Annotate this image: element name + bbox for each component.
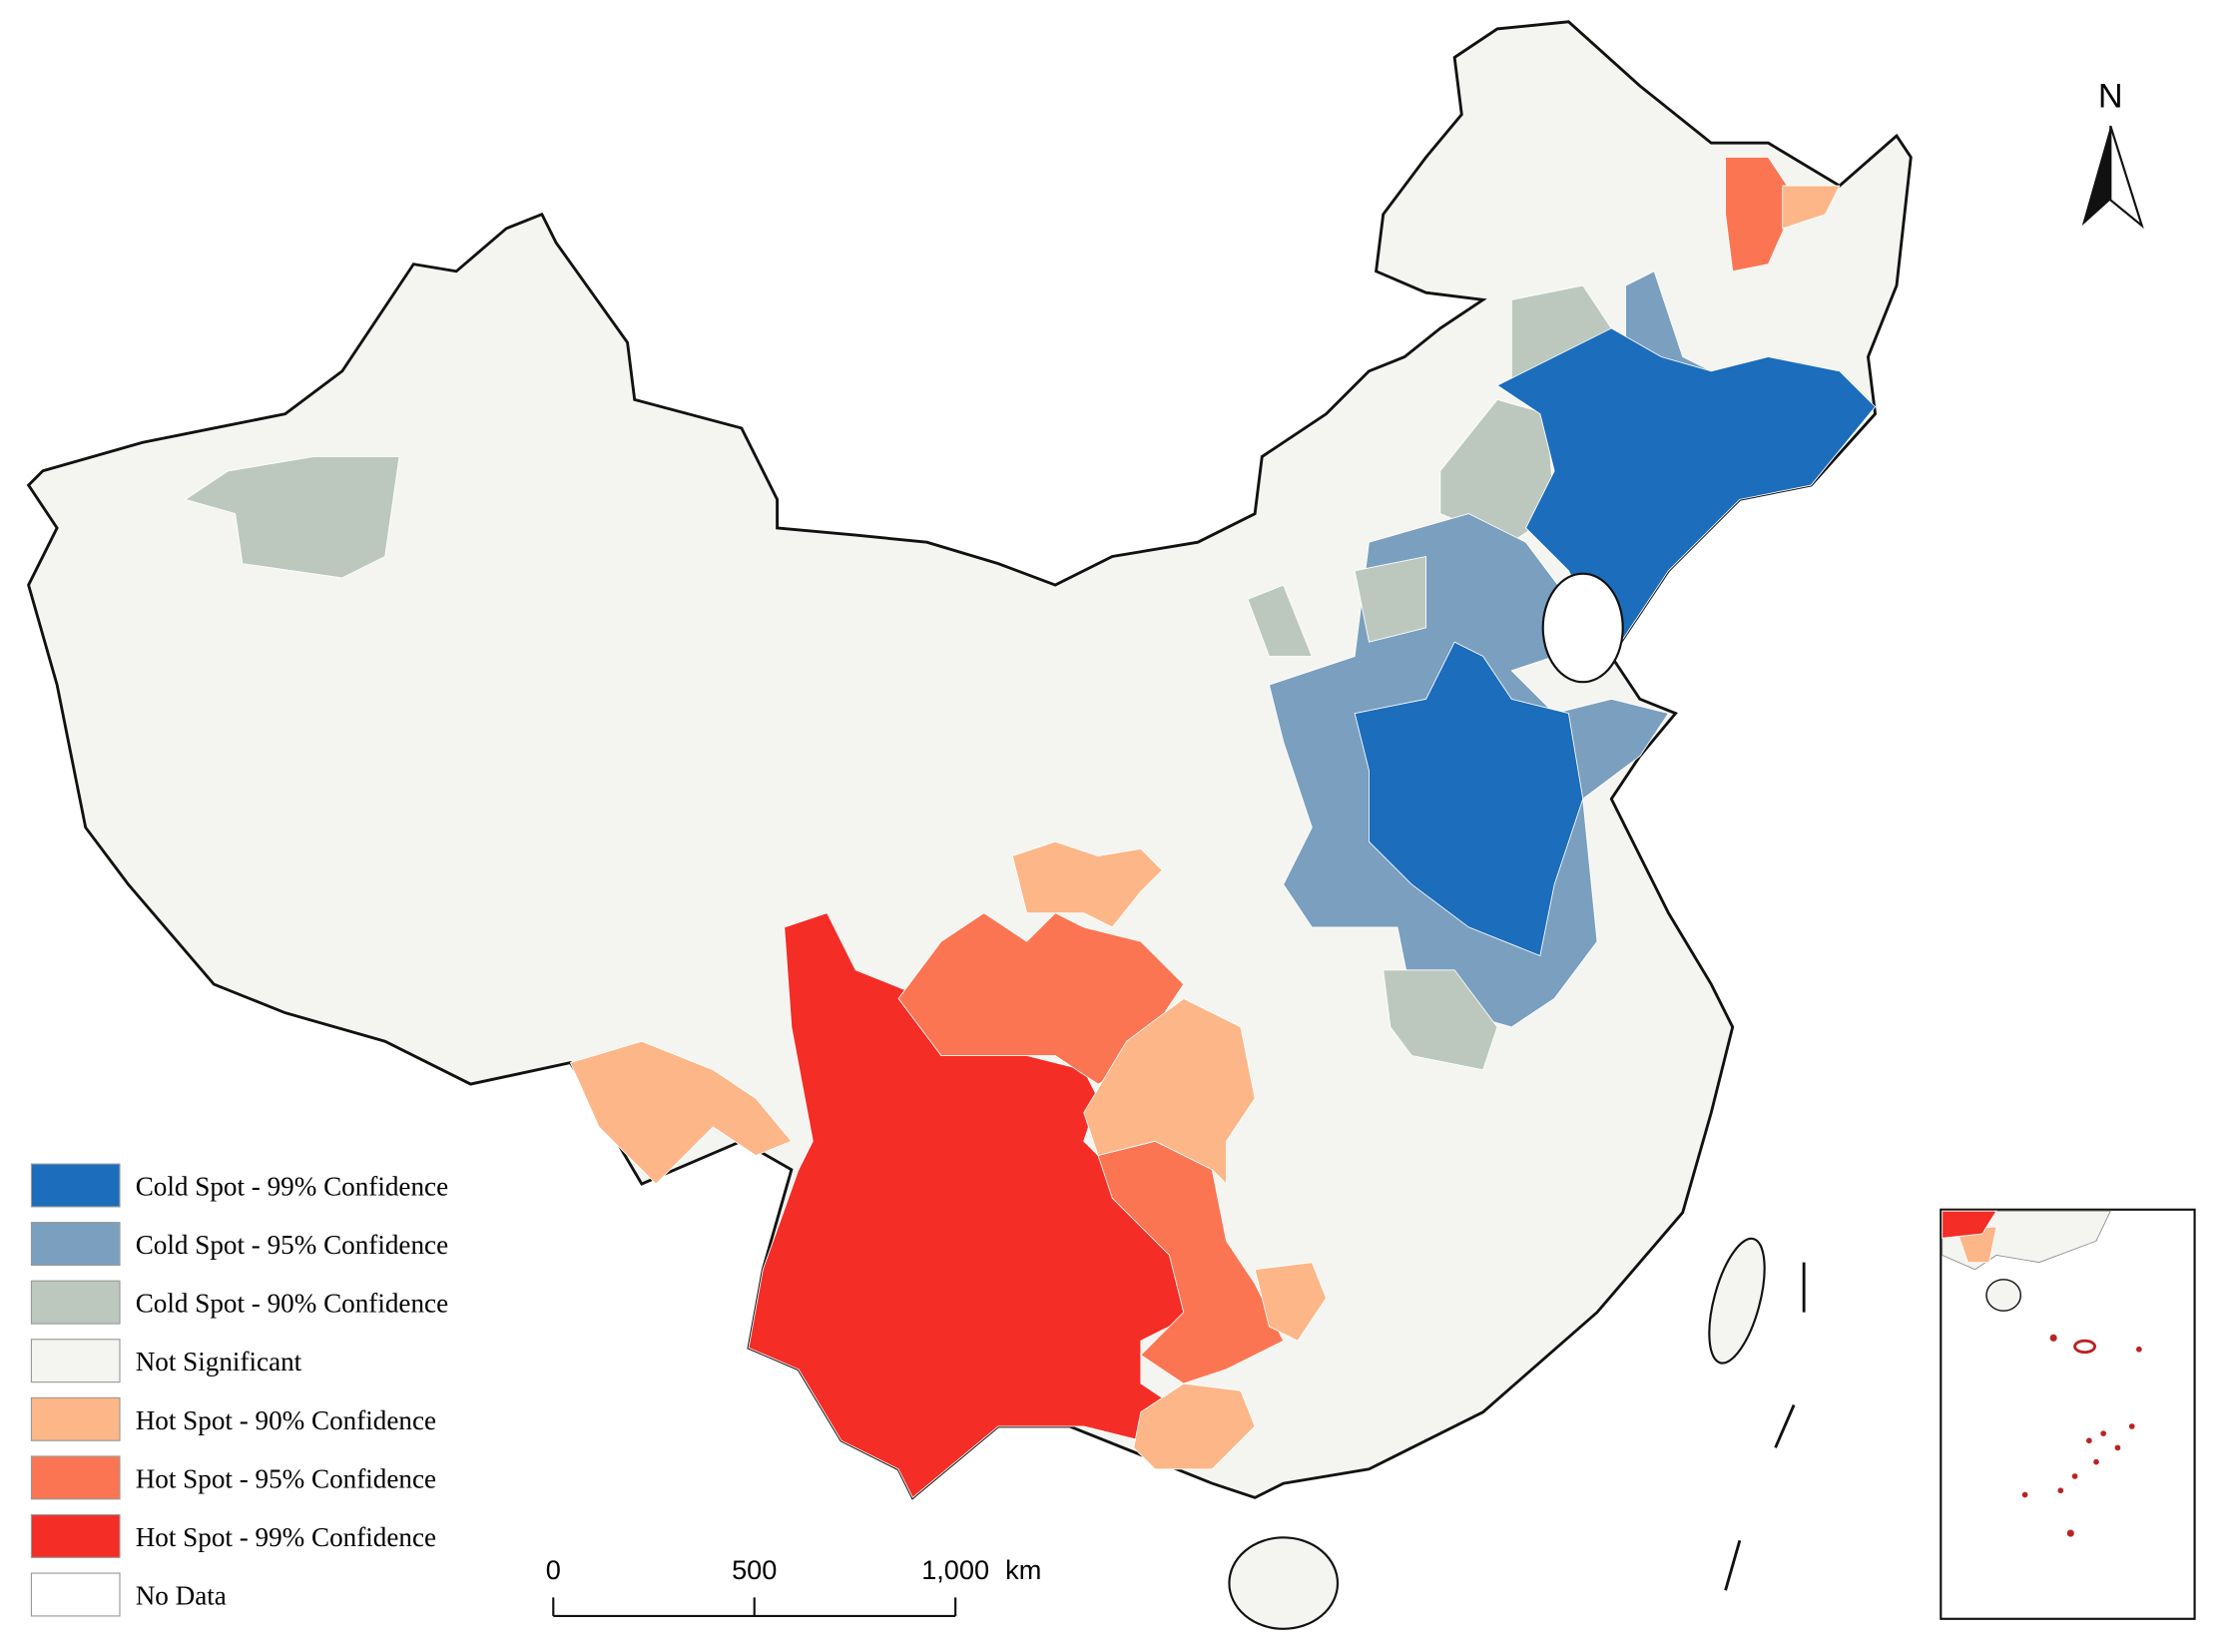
region	[1083, 997, 1256, 1186]
region	[1247, 584, 1313, 657]
region	[569, 1040, 793, 1185]
north-label: N	[2098, 78, 2123, 116]
scale-label: 0	[546, 1554, 561, 1585]
scale-label: 1,000	[921, 1554, 989, 1585]
sea	[1541, 572, 1624, 684]
legend-swatch	[30, 1163, 121, 1208]
region	[897, 912, 1185, 1085]
inset-land	[1942, 1210, 1997, 1239]
scale-label: 500	[732, 1554, 777, 1585]
region	[1383, 969, 1498, 1071]
legend-label: Hot Spot - 95% Confidence	[136, 1463, 436, 1493]
north-arrow: N	[2081, 78, 2144, 230]
island	[1708, 1237, 1766, 1365]
boundary	[1724, 1262, 1806, 1591]
region	[1254, 1262, 1328, 1342]
legend-label: Hot Spot - 90% Confidence	[136, 1405, 436, 1435]
legend-swatch	[30, 1280, 121, 1325]
inset-island	[1985, 1279, 2021, 1312]
region	[1725, 157, 1798, 273]
scale-unit: km	[1005, 1554, 1041, 1585]
legend-swatch	[30, 1513, 121, 1558]
region	[1011, 840, 1163, 928]
legend-label: No Data	[136, 1581, 227, 1611]
legend-label: Cold Spot - 99% Confidence	[136, 1172, 448, 1202]
country	[26, 20, 1913, 1500]
legend-swatch	[30, 1572, 121, 1617]
region	[1354, 641, 1584, 957]
legend-swatch	[30, 1222, 121, 1267]
legend-label: Hot Spot - 99% Confidence	[136, 1522, 436, 1552]
island	[1228, 1536, 1340, 1630]
legend-swatch	[30, 1396, 121, 1441]
region	[1782, 185, 1841, 230]
legend-label: Cold Spot - 95% Confidence	[136, 1230, 448, 1260]
legend-swatch	[30, 1455, 121, 1500]
region	[1354, 555, 1426, 643]
region	[184, 456, 400, 579]
legend-swatch	[30, 1339, 121, 1383]
legend-label: Not Significant	[136, 1347, 302, 1377]
inset	[1940, 1208, 2196, 1620]
inset-islands	[2021, 1334, 2142, 1537]
region	[1133, 1382, 1256, 1470]
legend-label: Cold Spot - 90% Confidence	[136, 1289, 448, 1319]
